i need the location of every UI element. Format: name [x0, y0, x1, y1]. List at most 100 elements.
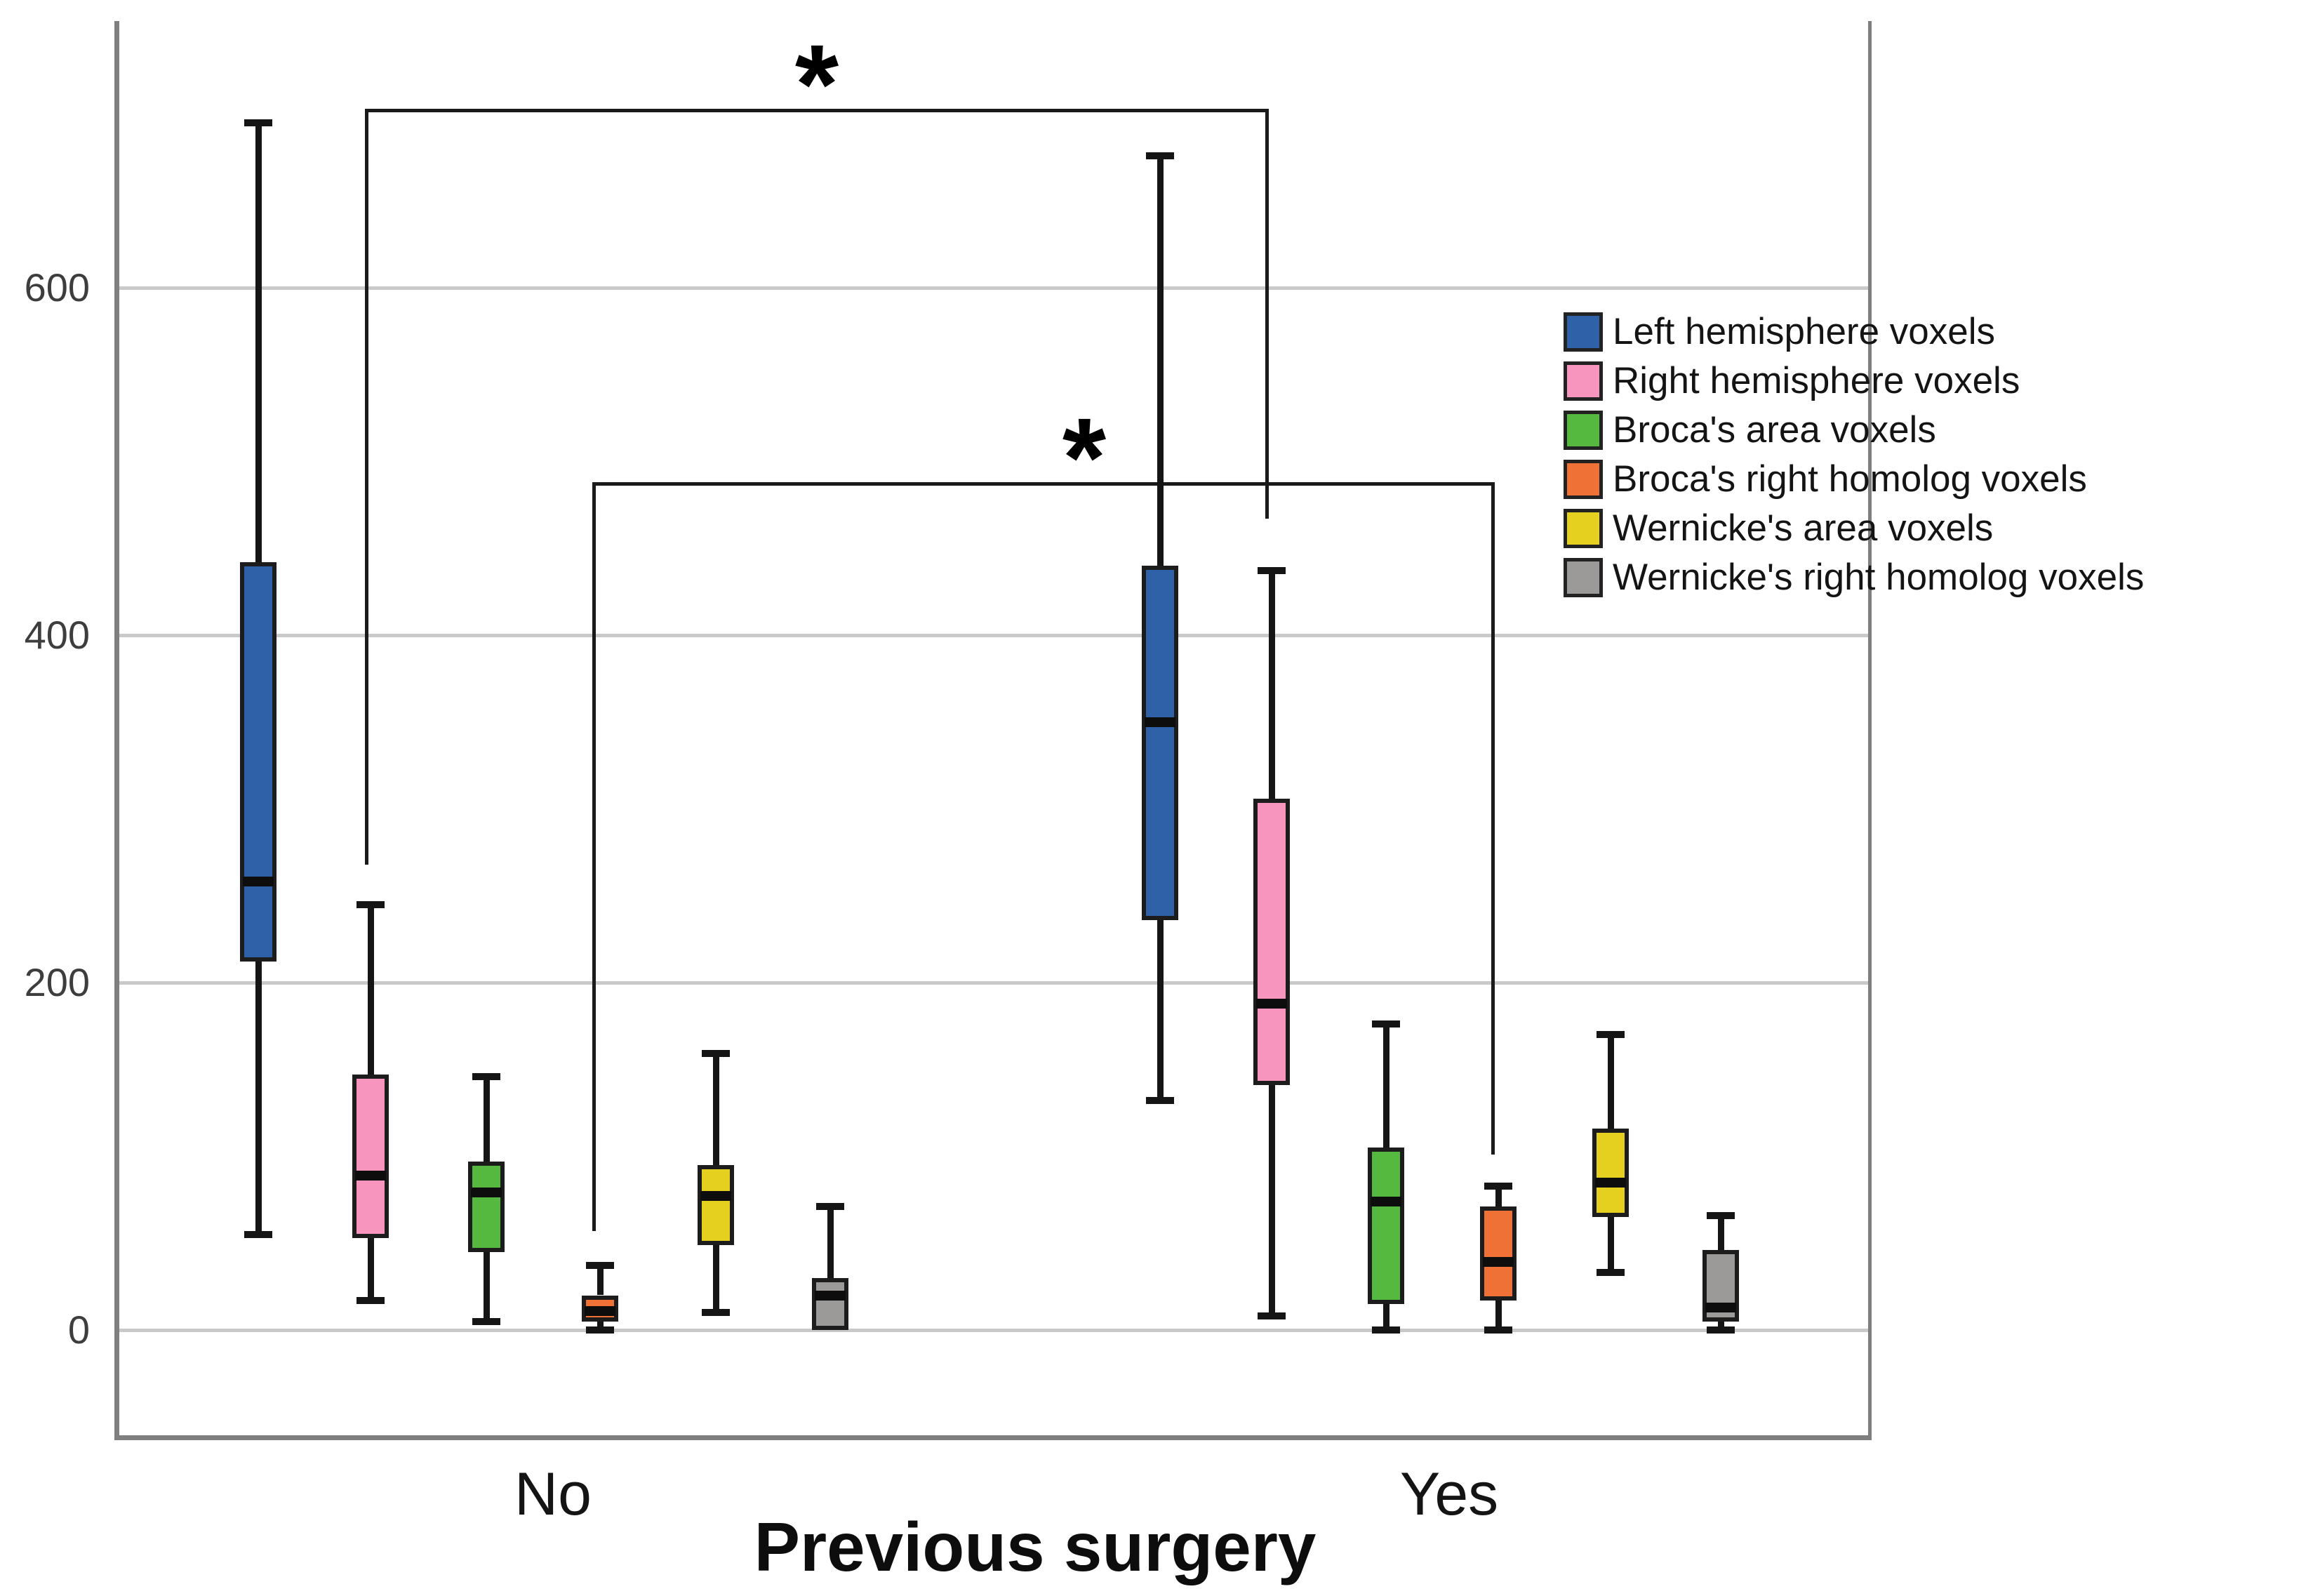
broca-s-area-voxels-yes-box — [1368, 1148, 1404, 1304]
gridline-400 — [119, 634, 1868, 637]
wernicke-s-area-voxels-yes-box — [1592, 1128, 1629, 1218]
broca-s-area-voxels-yes-min-cap — [1372, 1326, 1400, 1334]
broca-s-area-voxels-yes-median — [1371, 1196, 1401, 1206]
significance-bracket-2-left-drop — [592, 482, 596, 1231]
legend-item-right-hemisphere-voxels: Right hemisphere voxels — [1564, 359, 2020, 402]
gridline-0 — [119, 1329, 1868, 1332]
wernicke-s-area-voxels-yes-upper-whisker — [1608, 1035, 1614, 1129]
right-hemisphere-voxels-yes-box — [1253, 798, 1290, 1086]
broca-s-area-voxels-no-min-cap — [472, 1317, 500, 1325]
right-hemisphere-voxels-yes-min-cap — [1258, 1312, 1286, 1320]
significance-bracket-1-asterisk: * — [794, 21, 839, 147]
broca-s-area-voxels-yes-upper-whisker — [1383, 1024, 1389, 1148]
right-hemisphere-voxels-no-median — [355, 1170, 386, 1181]
right-hemisphere-voxels-no-min-cap — [356, 1296, 385, 1304]
wernicke-s-right-homolog-voxels-yes-min-cap — [1707, 1326, 1735, 1334]
y-tick-label-200: 200 — [24, 960, 90, 1004]
significance-bracket-2-bar — [592, 482, 1495, 486]
right-hemisphere-voxels-yes-lower-whisker — [1269, 1085, 1275, 1317]
left-hemisphere-voxels-no-lower-whisker — [255, 962, 262, 1235]
wernicke-s-right-homolog-voxels-no-upper-whisker — [827, 1206, 834, 1278]
left-hemisphere-voxels-yes-median — [1145, 717, 1175, 727]
broca-s-area-voxels-no-upper-whisker — [484, 1076, 490, 1162]
legend-label-broca-s-area-voxels: Broca's area voxels — [1613, 409, 1936, 451]
wernicke-s-right-homolog-voxels-yes-lower-whisker — [1718, 1321, 1724, 1330]
broca-s-area-voxels-no-box — [468, 1161, 505, 1252]
legend-item-left-hemisphere-voxels: Left hemisphere voxels — [1564, 310, 1995, 353]
legend-swatch-right-hemisphere-voxels — [1564, 361, 1603, 401]
legend-label-broca-s-right-homolog-voxels: Broca's right homolog voxels — [1613, 458, 2087, 500]
legend-swatch-wernicke-s-right-homolog-voxels — [1564, 557, 1603, 597]
wernicke-s-area-voxels-yes-median — [1595, 1177, 1626, 1188]
wernicke-s-right-homolog-voxels-no-max-cap — [816, 1203, 844, 1211]
significance-bracket-2-asterisk: * — [1062, 394, 1107, 521]
category-label-yes: Yes — [1399, 1461, 1499, 1528]
x-axis-title: Previous surgery — [754, 1508, 1317, 1585]
legend-item-wernicke-s-right-homolog-voxels: Wernicke's right homolog voxels — [1564, 556, 2144, 599]
right-hemisphere-voxels-no-upper-whisker — [368, 904, 374, 1075]
left-hemisphere-voxels-no-box — [240, 562, 276, 962]
broca-s-right-homolog-voxels-yes-max-cap — [1484, 1182, 1512, 1190]
legend-item-wernicke-s-area-voxels: Wernicke's area voxels — [1564, 507, 1993, 550]
broca-s-area-voxels-no-median — [471, 1188, 502, 1198]
significance-bracket-1-left-drop — [365, 109, 368, 865]
broca-s-right-homolog-voxels-no-min-cap — [586, 1326, 614, 1334]
broca-s-right-homolog-voxels-no-median — [585, 1305, 615, 1316]
significance-bracket-1-right-drop — [1265, 109, 1269, 519]
broca-s-right-homolog-voxels-yes-lower-whisker — [1495, 1300, 1502, 1330]
left-hemisphere-voxels-yes-min-cap — [1146, 1097, 1174, 1105]
y-tick-label-0: 0 — [67, 1308, 90, 1352]
gridline-600 — [119, 286, 1868, 290]
wernicke-s-right-homolog-voxels-yes-upper-whisker — [1718, 1215, 1724, 1251]
wernicke-s-area-voxels-no-median — [700, 1191, 731, 1202]
broca-s-right-homolog-voxels-yes-min-cap — [1484, 1326, 1512, 1334]
x-axis-line — [114, 1435, 1868, 1440]
broca-s-right-homolog-voxels-yes-upper-whisker — [1495, 1185, 1502, 1207]
left-hemisphere-voxels-no-median — [243, 877, 274, 887]
wernicke-s-right-homolog-voxels-no-box — [812, 1277, 848, 1330]
right-hemisphere-voxels-no-box — [352, 1075, 389, 1238]
right-hemisphere-voxels-yes-median — [1256, 998, 1287, 1009]
broca-s-right-homolog-voxels-no-lower-whisker — [597, 1321, 604, 1330]
legend-item-broca-s-right-homolog-voxels: Broca's right homolog voxels — [1564, 458, 2087, 500]
legend-label-left-hemisphere-voxels: Left hemisphere voxels — [1613, 311, 1996, 352]
broca-s-right-homolog-voxels-no-max-cap — [586, 1262, 614, 1270]
wernicke-s-right-homolog-voxels-yes-max-cap — [1707, 1211, 1735, 1219]
legend-swatch-left-hemisphere-voxels — [1564, 312, 1603, 352]
y-axis-line — [114, 21, 119, 1440]
plot-right-border — [1868, 21, 1872, 1440]
right-hemisphere-voxels-no-max-cap — [356, 900, 385, 908]
legend-label-wernicke-s-area-voxels: Wernicke's area voxels — [1613, 507, 1994, 549]
gridline-200 — [119, 981, 1868, 985]
left-hemisphere-voxels-no-min-cap — [244, 1230, 272, 1238]
left-hemisphere-voxels-no-max-cap — [244, 119, 272, 126]
legend-label-right-hemisphere-voxels: Right hemisphere voxels — [1613, 360, 2020, 401]
broca-s-area-voxels-no-max-cap — [472, 1072, 500, 1080]
category-label-no: No — [514, 1461, 592, 1528]
wernicke-s-area-voxels-yes-max-cap — [1597, 1031, 1625, 1039]
wernicke-s-right-homolog-voxels-yes-median — [1705, 1302, 1736, 1312]
broca-s-right-homolog-voxels-yes-box — [1480, 1206, 1517, 1301]
broca-s-right-homolog-voxels-yes-median — [1483, 1257, 1514, 1268]
wernicke-s-right-homolog-voxels-no-median — [815, 1290, 846, 1301]
broca-s-area-voxels-yes-lower-whisker — [1383, 1303, 1389, 1330]
wernicke-s-area-voxels-no-min-cap — [702, 1309, 730, 1317]
wernicke-s-area-voxels-no-lower-whisker — [713, 1244, 719, 1313]
legend-swatch-broca-s-area-voxels — [1564, 410, 1603, 450]
significance-bracket-1-bar — [365, 109, 1269, 113]
left-hemisphere-voxels-yes-max-cap — [1146, 152, 1174, 159]
legend-swatch-wernicke-s-area-voxels — [1564, 508, 1603, 548]
broca-s-area-voxels-yes-max-cap — [1372, 1020, 1400, 1028]
legend-item-broca-s-area-voxels: Broca's area voxels — [1564, 408, 1936, 451]
left-hemisphere-voxels-yes-box — [1142, 566, 1178, 920]
wernicke-s-area-voxels-no-upper-whisker — [713, 1053, 719, 1165]
y-tick-label-600: 600 — [24, 265, 90, 310]
legend-swatch-broca-s-right-homolog-voxels — [1564, 459, 1603, 499]
right-hemisphere-voxels-yes-max-cap — [1258, 567, 1286, 575]
left-hemisphere-voxels-yes-lower-whisker — [1157, 919, 1164, 1101]
left-hemisphere-voxels-no-upper-whisker — [255, 122, 262, 563]
legend-label-wernicke-s-right-homolog-voxels: Wernicke's right homolog voxels — [1613, 557, 2145, 598]
wernicke-s-area-voxels-no-box — [698, 1164, 734, 1245]
wernicke-s-area-voxels-no-max-cap — [702, 1050, 730, 1058]
